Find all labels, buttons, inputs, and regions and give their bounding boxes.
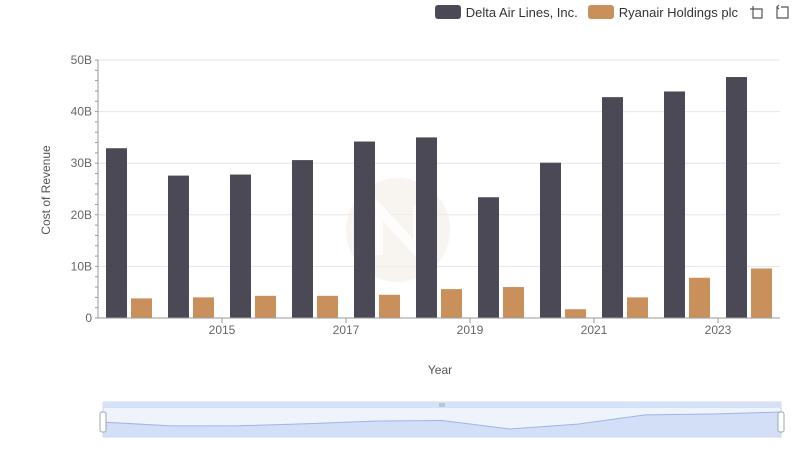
bar-ryanair-2014 bbox=[131, 298, 152, 318]
y-tick-label: 50B bbox=[71, 53, 92, 67]
bar-delta-2015 bbox=[168, 175, 189, 318]
axes: 0 10B 20B 30B 40B 50B 2015 2017 2019 2021 2023 bbox=[71, 53, 780, 337]
x-axis-label: Year bbox=[428, 363, 452, 377]
y-tick-label: 30B bbox=[71, 156, 92, 170]
bar-delta-2021 bbox=[540, 162, 561, 318]
y-tick-label: 0 bbox=[85, 311, 92, 325]
x-tick-label: 2021 bbox=[581, 323, 608, 337]
bar-ryanair-2017 bbox=[317, 295, 338, 318]
bars-group bbox=[106, 77, 772, 318]
bar-ryanair-2023 bbox=[689, 277, 710, 318]
legend: Delta Air Lines, Inc. Ryanair Holdings p… bbox=[434, 4, 790, 20]
x-tick-label: 2019 bbox=[457, 323, 484, 337]
bar-delta-2018 bbox=[354, 141, 375, 318]
bar-ryanair-2018 bbox=[379, 294, 400, 318]
bar-ryanair-2022 bbox=[627, 297, 648, 318]
bar-delta-2023 bbox=[664, 91, 685, 318]
x-tick-label: 2015 bbox=[209, 323, 236, 337]
bar-ryanair-2021 bbox=[565, 309, 586, 318]
bar-ryanair-2016 bbox=[255, 295, 276, 318]
zoom-icon[interactable] bbox=[748, 4, 764, 20]
y-tick-label: 10B bbox=[71, 259, 92, 273]
data-zoom-slider[interactable] bbox=[99, 401, 785, 438]
bar-delta-2017 bbox=[292, 160, 313, 318]
bar-delta-2024 bbox=[726, 77, 747, 318]
bar-delta-2014 bbox=[106, 148, 127, 318]
bar-ryanair-2024 bbox=[751, 268, 772, 318]
legend-label-ryanair: Ryanair Holdings plc bbox=[618, 4, 738, 20]
bar-delta-2020 bbox=[478, 197, 499, 318]
y-tick-label: 20B bbox=[71, 208, 92, 222]
zoom-preview-area bbox=[103, 412, 781, 437]
legend-item-ryanair[interactable]: Ryanair Holdings plc bbox=[587, 4, 738, 20]
bar-ryanair-2015 bbox=[193, 297, 214, 318]
bar-ryanair-2019 bbox=[441, 289, 462, 318]
legend-swatch-ryanair bbox=[587, 5, 614, 19]
bar-delta-2016 bbox=[230, 174, 251, 318]
x-tick-label: 2023 bbox=[705, 323, 732, 337]
zoom-handle-right bbox=[777, 411, 785, 433]
bar-delta-2022 bbox=[602, 97, 623, 318]
legend-item-delta[interactable]: Delta Air Lines, Inc. bbox=[434, 4, 578, 20]
y-axis-label: Cost of Revenue bbox=[39, 145, 53, 235]
bar-delta-2019 bbox=[416, 137, 437, 318]
legend-label-delta: Delta Air Lines, Inc. bbox=[465, 4, 578, 20]
zoom-preview-line bbox=[102, 411, 782, 430]
zoom-handle-left bbox=[99, 411, 107, 433]
y-tick-label: 40B bbox=[71, 105, 92, 119]
x-tick-label: 2017 bbox=[333, 323, 360, 337]
legend-swatch-delta bbox=[434, 5, 461, 19]
bar-ryanair-2020 bbox=[503, 287, 524, 318]
restore-icon[interactable] bbox=[774, 4, 790, 20]
